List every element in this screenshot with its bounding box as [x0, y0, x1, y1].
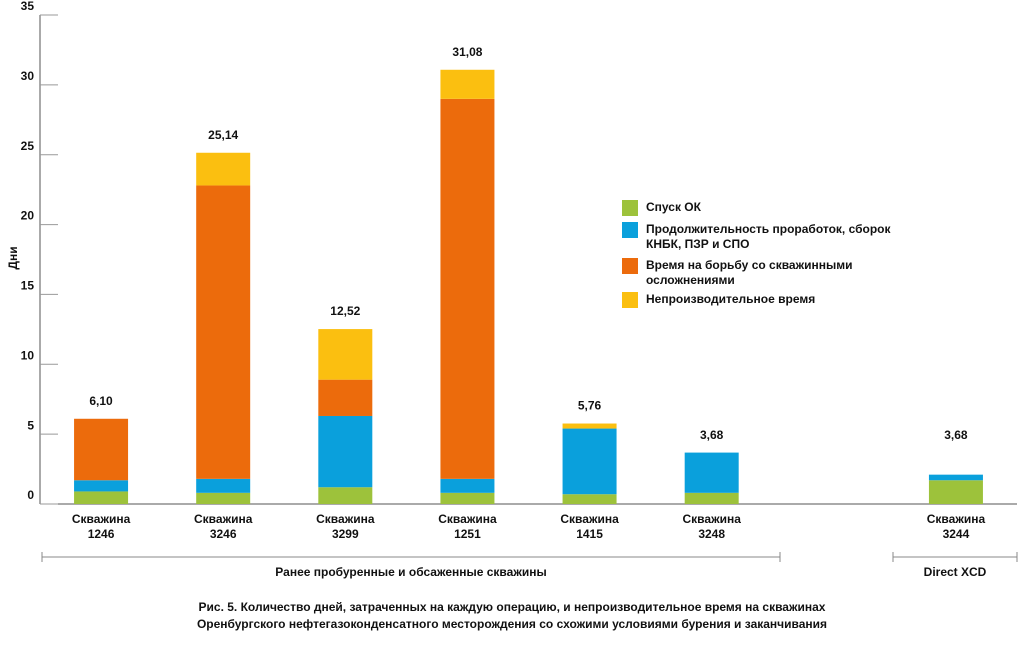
- bar-segment: [318, 415, 373, 488]
- bar-segment: [562, 494, 617, 504]
- bar-segment: [196, 185, 251, 479]
- caption: Оренбургского нефтегазоконденсатного мес…: [197, 617, 827, 631]
- y-tick-label: 20: [21, 209, 35, 223]
- bar-segment: [440, 492, 495, 504]
- bar-segment: [440, 98, 495, 479]
- bar-segment: [74, 480, 129, 492]
- legend-swatch: [622, 222, 638, 238]
- y-tick-label: 35: [21, 0, 35, 13]
- legend-label: Время на борьбу со скважинными осложнени…: [646, 258, 853, 287]
- x-tick-label: Скважина 1415: [560, 512, 619, 541]
- y-tick-label: 25: [21, 139, 35, 153]
- y-tick-label: 10: [21, 348, 35, 362]
- total-label: 3,68: [944, 428, 968, 442]
- total-label: 3,68: [700, 428, 724, 442]
- bar-segment: [196, 152, 251, 186]
- legend-label: Спуск ОК: [646, 200, 701, 214]
- bar-segment: [196, 478, 251, 493]
- y-tick-label: 5: [27, 418, 34, 432]
- total-label: 5,76: [578, 399, 602, 413]
- legend-label: Продолжительность проработок, сборок КНБ…: [646, 222, 891, 251]
- group-label: Direct XCD: [924, 565, 987, 579]
- bar-segment: [928, 480, 983, 504]
- y-tick-label: 30: [21, 69, 35, 83]
- bar-segment: [562, 423, 617, 429]
- bar-segment: [440, 478, 495, 493]
- bar-segment: [318, 487, 373, 504]
- x-tick-label: Скважина 3299: [316, 512, 375, 541]
- x-tick-label: Скважина 1246: [71, 512, 131, 541]
- y-axis-label: Дни: [6, 246, 20, 269]
- bar-segment: [318, 379, 373, 416]
- bar-segment: [928, 474, 983, 481]
- total-label: 12,52: [330, 304, 360, 318]
- legend-swatch: [622, 258, 638, 274]
- x-tick-label: Скважина 1251: [438, 512, 497, 541]
- y-tick-label: 0: [27, 488, 34, 502]
- bar-segment: [440, 69, 495, 99]
- bar-segment: [74, 491, 129, 504]
- legend-label: Непроизводительное время: [646, 292, 816, 306]
- bar-segment: [196, 492, 251, 504]
- x-tick-label: Скважина 3246: [194, 512, 253, 541]
- total-label: 25,14: [208, 128, 238, 142]
- bar-segment: [318, 329, 373, 380]
- group-label: Ранее пробуренные и обсаженные скважины: [275, 565, 546, 579]
- total-label: 31,08: [452, 45, 482, 59]
- bar-segment: [562, 428, 617, 495]
- total-label: 6,10: [89, 394, 113, 408]
- bar-segment: [684, 452, 739, 493]
- x-tick-label: Скважина 3244: [926, 512, 986, 541]
- legend-swatch: [622, 200, 638, 216]
- y-tick-label: 15: [21, 279, 35, 293]
- bar-segment: [684, 492, 739, 504]
- caption: Рис. 5. Количество дней, затраченных на …: [199, 600, 826, 614]
- x-tick-label: Скважина 3248: [682, 512, 741, 541]
- bar-segment: [74, 418, 129, 481]
- legend-swatch: [622, 292, 638, 308]
